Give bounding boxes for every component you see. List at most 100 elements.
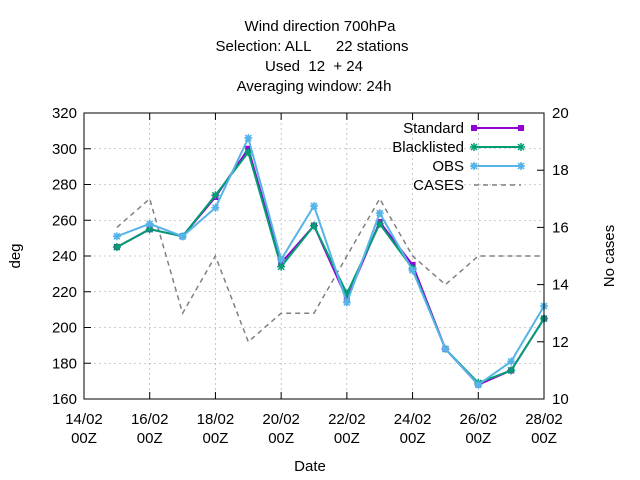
x-tick-label-hour: 00Z [137,430,163,447]
legend-marker-obs [517,162,525,170]
marker-stroke [146,225,154,233]
x-tick-label-date: 24/02 [394,411,432,428]
marker-fill [518,163,524,169]
data-point-obs [408,266,417,275]
data-point-obs [474,380,483,389]
marker-fill [311,203,317,209]
marker-stroke [211,191,219,199]
y-tick-label: 220 [52,284,77,301]
marker-stroke [113,243,121,251]
marker-stroke [517,143,525,151]
y2-tick-label: 20 [552,105,569,122]
y2-tick-label: 16 [552,219,569,236]
marker-stroke [507,366,515,374]
series-cases [116,197,544,344]
series-lines [112,134,548,389]
title-line-4: Averaging window: 24h [237,78,392,95]
data-point-blacklisted [375,219,384,228]
title-line-1: Wind direction 700hPa [245,18,397,35]
x-tick-label-hour: 00Z [202,430,228,447]
y-axis-label: deg [7,243,24,268]
x-tick-label-date: 22/02 [328,411,366,428]
x-tick-label-hour: 00Z [268,430,294,447]
marker-stroke [244,148,252,156]
x-tick-label-date: 20/02 [262,411,300,428]
data-point-obs [244,134,253,143]
x-tick-label-hour: 00Z [400,430,426,447]
data-point-obs [178,232,187,241]
legend-label-standard: Standard [403,120,464,137]
marker-fill [409,267,416,274]
x-tick-label-date: 16/02 [131,411,169,428]
data-point-obs [112,232,121,241]
y2-tick-label: 18 [552,162,569,179]
legend-marker-blacklisted [517,143,525,151]
x-tick-label-hour: 00Z [334,430,360,447]
y2-tick-label: 10 [552,391,569,408]
data-point-obs [211,203,220,212]
data-point-blacklisted [507,366,516,375]
marker-stroke [376,220,384,228]
marker-fill [344,299,350,306]
legend-label-blacklisted: Blacklisted [392,139,464,156]
legend-label-obs: OBS [432,158,464,175]
marker-fill [114,233,120,240]
marker-fill [471,163,477,169]
gridlines [84,113,544,399]
legend: Standard Blacklisted OBS CASES [392,120,525,194]
marker-fill [442,346,449,352]
data-point-blacklisted [211,191,220,200]
series-line-standard [116,146,545,386]
marker-stroke [310,222,318,230]
marker-fill [245,135,252,141]
data-point-obs [375,209,384,218]
legend-marker-obs [470,162,478,170]
y2-tick-label: 12 [552,334,569,351]
marker-fill [146,221,153,227]
y-tick-label: 300 [52,141,77,158]
series-line-obs [116,135,545,387]
chart-title: Wind direction 700hPa Selection: ALL 22 … [216,18,409,95]
marker-fill [278,256,284,263]
data-point-obs [145,219,154,228]
data-point-obs [441,344,450,353]
legend-marker-standard [518,125,524,131]
y-tick-label: 180 [52,355,77,372]
y-tick-label: 160 [52,391,77,408]
y-tick-label: 280 [52,177,77,194]
marker-fill [508,358,514,365]
data-point-blacklisted [244,148,253,157]
x-axis-label: Date [294,458,326,475]
axis-ticks: 160 180 200 220 240 260 280 300 320 10 12 14 16 18 20 1… [52,105,569,447]
marker-stroke [277,263,285,271]
data-point-blacklisted [277,262,286,271]
y-tick-label: 320 [52,105,77,122]
data-point-blacklisted [310,221,318,230]
series-line-cases [116,197,544,344]
marker-fill [376,210,383,216]
y2-tick-label: 14 [552,277,569,294]
title-line-3: Used 12 + 24 [265,58,363,75]
x-tick-label-date: 26/02 [460,411,498,428]
x-tick-label-date: 14/02 [65,411,103,428]
x-tick-label-hour: 00Z [465,430,491,447]
data-point-obs [342,298,351,307]
legend-label-cases: CASES [413,177,464,194]
data-point-obs [310,201,318,210]
marker-fill [475,381,482,388]
marker-fill [212,204,219,211]
x-tick-label-hour: 00Z [531,430,557,447]
x-tick-label-date: 28/02 [525,411,563,428]
title-line-2: Selection: ALL 22 stations [216,38,409,55]
data-point-blacklisted [112,243,121,252]
y-tick-label: 200 [52,320,77,337]
series-line-blacklisted [116,150,545,385]
marker-stroke [470,143,478,151]
y-tick-label: 240 [52,248,77,265]
x-tick-label-hour: 00Z [71,430,97,447]
marker-fill [179,233,186,240]
series-standard [113,145,547,388]
data-point-obs [507,357,516,366]
legend-marker-standard [471,125,477,131]
